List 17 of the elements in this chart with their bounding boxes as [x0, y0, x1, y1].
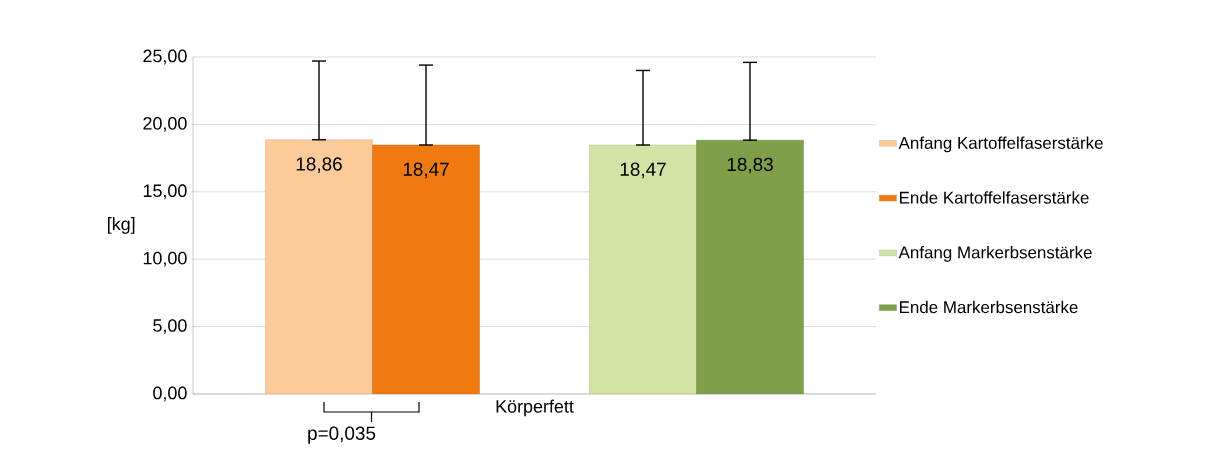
y-tick-label: 10,00 [143, 251, 187, 267]
data-label: 18,86 [296, 157, 342, 173]
data-label: 18,47 [403, 162, 449, 179]
data-label: 18,83 [727, 157, 773, 174]
y-tick-label: 20,00 [143, 116, 187, 132]
x-tick-label: Körperfett [496, 399, 574, 417]
legend-label: Anfang Markerbsenstärke [898, 245, 1092, 262]
text: p=0,035 [308, 426, 376, 444]
y-axis-title: [kg] [108, 217, 135, 234]
y-tick-label: 5,00 [153, 319, 187, 334]
legend-label: Anfang Kartoffelfaserstärke [898, 136, 1103, 153]
legend-label: Ende Markerbsenstärke [899, 300, 1078, 314]
y-tick-label: 15,00 [143, 184, 187, 200]
y-tick-label: 0,00 [153, 386, 187, 402]
legend-label: Ende Kartoffelfaserstärke [899, 191, 1089, 204]
data-label: 18,47 [620, 162, 666, 179]
y-tick-label: 25,00 [143, 49, 187, 65]
